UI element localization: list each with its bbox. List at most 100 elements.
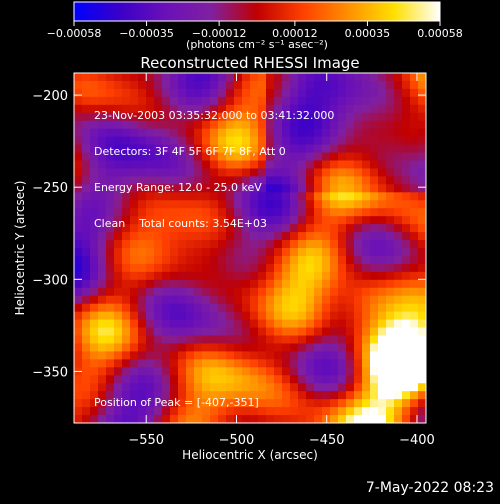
heatmap-cell	[154, 88, 163, 98]
heatmap-cell	[242, 248, 251, 257]
heatmap-cell	[290, 327, 299, 337]
heatmap-cell	[234, 391, 243, 400]
heatmap-cell	[402, 96, 411, 106]
heatmap-cell	[322, 176, 331, 185]
heatmap-cell	[186, 232, 195, 241]
heatmap-cell	[90, 144, 99, 154]
heatmap-cell	[250, 96, 259, 106]
heatmap-cell	[138, 136, 147, 146]
heatmap-cell	[250, 216, 259, 225]
heatmap-cell	[346, 152, 355, 162]
heatmap-cell	[250, 343, 259, 352]
heatmap-cell	[226, 232, 235, 241]
heatmap-cell	[138, 184, 147, 193]
x-axis-tick-label: −400	[399, 433, 435, 448]
heatmap-cell	[162, 73, 171, 82]
heatmap-cell	[322, 168, 331, 177]
heatmap-cell	[170, 136, 179, 146]
heatmap-cell	[162, 96, 171, 106]
heatmap-cell	[178, 200, 187, 209]
heatmap-cell	[386, 295, 395, 305]
heatmap-cell	[138, 327, 147, 337]
heatmap-cell	[338, 88, 347, 98]
heatmap-cell	[338, 232, 347, 241]
heatmap-cell	[418, 240, 426, 249]
heatmap-cell	[138, 200, 147, 209]
heatmap-cell	[138, 120, 147, 130]
heatmap-cell	[178, 391, 187, 400]
heatmap-cell	[106, 279, 115, 289]
heatmap-cell	[154, 240, 163, 249]
heatmap-cell	[314, 73, 323, 82]
heatmap-cell	[170, 359, 179, 368]
heatmap-cell	[74, 192, 83, 201]
heatmap-cell	[146, 160, 155, 170]
heatmap-cell	[170, 120, 179, 130]
heatmap-cell	[354, 232, 363, 241]
heatmap-cell	[130, 80, 139, 90]
heatmap-cell	[362, 367, 371, 376]
heatmap-cell	[378, 375, 387, 384]
heatmap-cell	[338, 319, 347, 329]
heatmap-cell	[154, 192, 163, 201]
heatmap-cell	[146, 359, 155, 368]
heatmap-cell	[282, 200, 291, 209]
heatmap-cell	[194, 327, 203, 337]
heatmap-cell	[74, 311, 83, 321]
heatmap-cell	[242, 88, 251, 98]
heatmap-cell	[298, 88, 307, 98]
heatmap-cell	[362, 311, 371, 321]
heatmap-cell	[402, 176, 411, 185]
heatmap-cell	[170, 303, 179, 313]
heatmap-cell	[418, 152, 426, 162]
heatmap-cell	[210, 80, 219, 90]
heatmap-cell	[162, 144, 171, 154]
heatmap-cell	[98, 96, 107, 106]
heatmap-cell	[218, 128, 227, 138]
heatmap-cell	[418, 80, 426, 90]
heatmap-cell	[314, 96, 323, 106]
heatmap-cell	[138, 88, 147, 98]
heatmap-cell	[386, 407, 395, 416]
heatmap-cell	[306, 176, 315, 185]
heatmap-cell	[234, 255, 243, 265]
heatmap-cell	[170, 263, 179, 273]
heatmap-cell	[290, 303, 299, 313]
heatmap-cell	[138, 80, 147, 90]
heatmap-cell	[178, 311, 187, 321]
heatmap-cell	[74, 104, 83, 114]
heatmap-cell	[354, 224, 363, 233]
heatmap-cell	[314, 184, 323, 193]
heatmap-cell	[130, 120, 139, 130]
heatmap-cell	[346, 263, 355, 273]
heatmap-cell	[186, 120, 195, 130]
heatmap-cell	[274, 232, 283, 241]
heatmap-cell	[306, 399, 315, 408]
heatmap-cell	[418, 136, 426, 146]
heatmap-cell	[114, 343, 123, 352]
heatmap-cell	[242, 192, 251, 201]
heatmap-cell	[346, 88, 355, 98]
heatmap-cell	[306, 73, 315, 82]
heatmap-cell	[234, 128, 243, 138]
heatmap-cell	[194, 80, 203, 90]
heatmap-cell	[322, 224, 331, 233]
heatmap-cell	[162, 303, 171, 313]
heatmap-cell	[314, 383, 323, 392]
heatmap-cell	[258, 271, 267, 281]
heatmap-cell	[290, 208, 299, 217]
heatmap-cell	[346, 184, 355, 193]
heatmap-cell	[90, 240, 99, 249]
heatmap-cell	[162, 248, 171, 257]
heatmap-cell	[106, 104, 115, 114]
heatmap-cell	[162, 263, 171, 273]
heatmap-cell	[74, 295, 83, 305]
heatmap-cell	[386, 279, 395, 289]
heatmap-cell	[418, 263, 426, 273]
heatmap-cell	[186, 96, 195, 106]
heatmap-cell	[186, 136, 195, 146]
heatmap-cell	[226, 136, 235, 146]
heatmap-cell	[146, 88, 155, 98]
heatmap-cell	[322, 271, 331, 281]
heatmap-cell	[298, 168, 307, 177]
